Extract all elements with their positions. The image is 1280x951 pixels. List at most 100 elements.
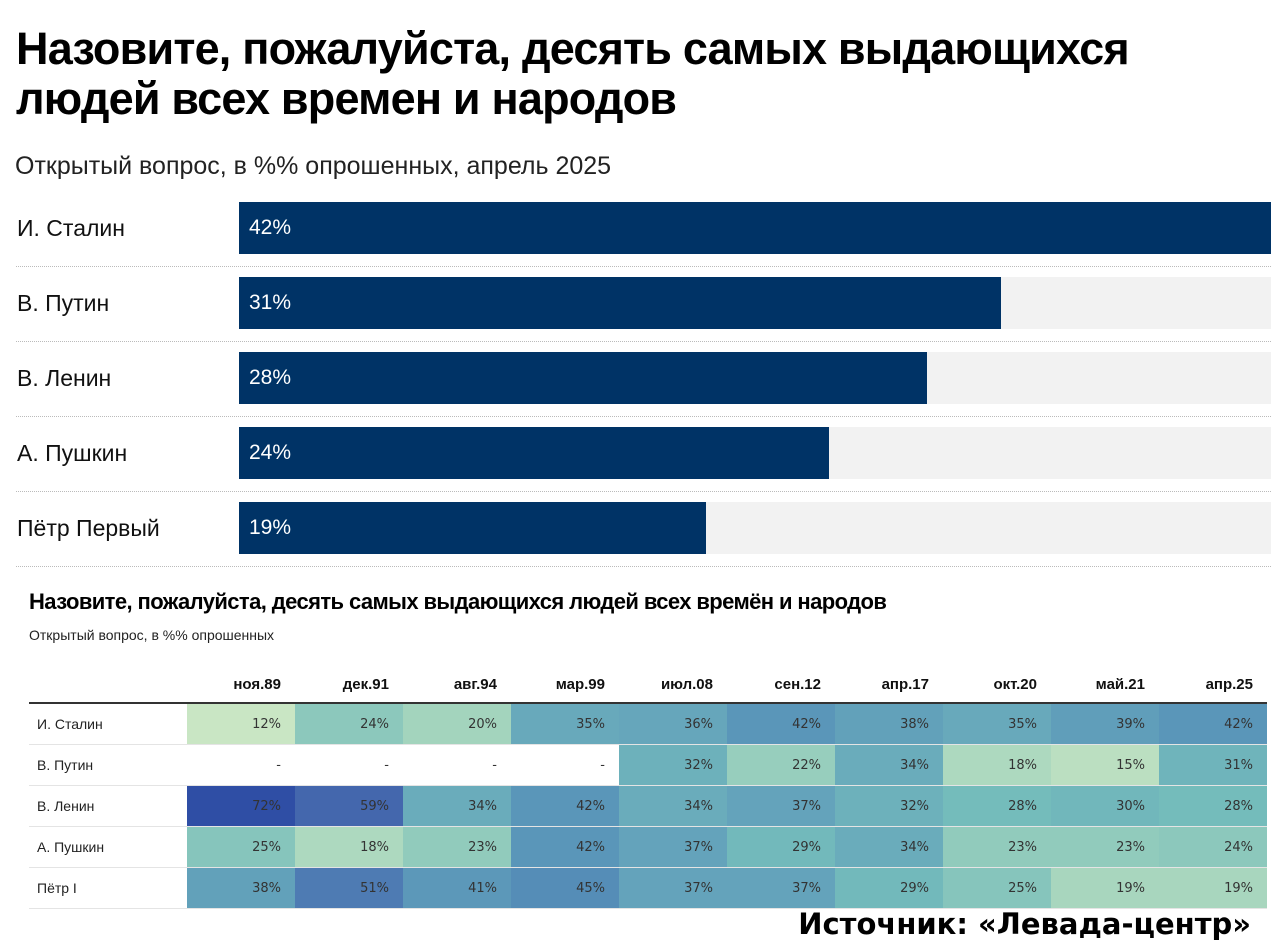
heatmap-cell: 42% bbox=[1159, 703, 1267, 745]
heatmap-row: Пётр I 38% 51% 41% 45% 37% 37% 29% 25% 19% 19% bbox=[29, 867, 1267, 909]
bar: 42% bbox=[239, 202, 1271, 254]
heatmap-cell: 37% bbox=[619, 867, 727, 909]
heatmap-cell: 37% bbox=[619, 826, 727, 868]
bar-value-label: 28% bbox=[249, 366, 292, 389]
heatmap-cell: 28% bbox=[943, 785, 1051, 827]
bar-value-label: 19% bbox=[249, 516, 292, 539]
heatmap-cell: - bbox=[187, 744, 295, 786]
bar: 28% bbox=[239, 352, 927, 404]
heatmap-cell: 22% bbox=[727, 744, 835, 786]
heatmap-cell: 19% bbox=[1159, 867, 1267, 909]
heatmap-cell: 59% bbox=[295, 785, 403, 827]
heatmap-cell: 28% bbox=[1159, 785, 1267, 827]
heatmap-row: И. Сталин 12% 24% 20% 35% 36% 42% 38% 35% 39% 42% bbox=[29, 703, 1267, 745]
heatmap-cell: 41% bbox=[403, 867, 511, 909]
bar-category-label: А. Пушкин bbox=[17, 440, 128, 466]
heatmap-cell: 18% bbox=[295, 826, 403, 868]
heatmap-cell: 36% bbox=[619, 703, 727, 745]
heatmap-cell: 34% bbox=[403, 785, 511, 827]
chart-title: Назовите, пожалуйста, десять самых выдаю… bbox=[16, 23, 1130, 124]
heatmap-row-label: В. Путин bbox=[29, 744, 187, 786]
heatmap-column-header: авг.94 bbox=[403, 666, 511, 704]
heatmap-cell: 45% bbox=[511, 867, 619, 909]
heatmap-header-row: ноя.89 дек.91 авг.94 мар.99 июл.08 сен.12 апр.… bbox=[29, 666, 1267, 704]
chart-subtitle: Открытый вопрос, в %% опрошенных, апрель… bbox=[15, 152, 612, 180]
heatmap-column-header: май.21 bbox=[1051, 666, 1159, 704]
heatmap-cell: 24% bbox=[1159, 826, 1267, 868]
heatmap-column-header: дек.91 bbox=[295, 666, 403, 704]
heatmap-column-header: ноя.89 bbox=[187, 666, 295, 704]
heatmap-cell: 39% bbox=[1051, 703, 1159, 745]
heatmap-cell: 29% bbox=[835, 867, 943, 909]
bar: 24% bbox=[239, 427, 829, 479]
heatmap-column-header: сен.12 bbox=[727, 666, 835, 704]
heatmap-cell: 30% bbox=[1051, 785, 1159, 827]
heatmap-cell: 24% bbox=[295, 703, 403, 745]
heatmap-cell: 15% bbox=[1051, 744, 1159, 786]
bar-track: 42% bbox=[239, 202, 1271, 254]
bar-row: И. Сталин 42% bbox=[16, 192, 1271, 267]
heatmap-cell: 32% bbox=[835, 785, 943, 827]
heatmap-row-label: В. Ленин bbox=[29, 785, 187, 827]
heatmap-body: И. Сталин 12% 24% 20% 35% 36% 42% 38% 35% 39% 42% В… bbox=[29, 703, 1267, 909]
bar: 19% bbox=[239, 502, 706, 554]
heatmap-column-header: апр.17 bbox=[835, 666, 943, 704]
bar-row: В. Путин 31% bbox=[16, 267, 1271, 342]
heatmap-cell: 34% bbox=[835, 744, 943, 786]
heatmap-cell: 31% bbox=[1159, 744, 1267, 786]
bar-category-label: Пётр Первый bbox=[17, 515, 160, 541]
heatmap-cell: 19% bbox=[1051, 867, 1159, 909]
heatmap-cell: 23% bbox=[403, 826, 511, 868]
heatmap-subtitle: Открытый вопрос, в %% опрошенных bbox=[29, 627, 275, 643]
heatmap-cell: 37% bbox=[727, 867, 835, 909]
heatmap-row-label: И. Сталин bbox=[29, 703, 187, 745]
heatmap-cell: 42% bbox=[511, 785, 619, 827]
heatmap-cell: 25% bbox=[187, 826, 295, 868]
heatmap-row: В. Ленин 72% 59% 34% 42% 34% 37% 32% 28% 30% 28% bbox=[29, 785, 1267, 827]
heatmap-cell: 51% bbox=[295, 867, 403, 909]
bar-category-label: И. Сталин bbox=[17, 215, 125, 241]
heatmap-cell: 25% bbox=[943, 867, 1051, 909]
source-note: Источник: «Левада-центр» bbox=[798, 907, 1251, 941]
heatmap-row: В. Путин - - - -32% 22% 34% 18% 15% 31% bbox=[29, 744, 1267, 786]
heatmap-corner bbox=[29, 666, 187, 704]
heatmap-cell: 35% bbox=[943, 703, 1051, 745]
heatmap-cell: 34% bbox=[835, 826, 943, 868]
heatmap-cell: 38% bbox=[835, 703, 943, 745]
heatmap-cell: 20% bbox=[403, 703, 511, 745]
heatmap-cell: 23% bbox=[1051, 826, 1159, 868]
heatmap-cell: 35% bbox=[511, 703, 619, 745]
bar-track: 19% bbox=[239, 502, 1271, 554]
heatmap-title: Назовите, пожалуйста, десять самых выдаю… bbox=[29, 589, 887, 614]
heatmap-cell: 29% bbox=[727, 826, 835, 868]
heatmap-cell: 42% bbox=[727, 703, 835, 745]
bar-value-label: 42% bbox=[249, 216, 292, 239]
heatmap-cell: 37% bbox=[727, 785, 835, 827]
heatmap-column-header: окт.20 bbox=[943, 666, 1051, 704]
heatmap-column-header: июл.08 bbox=[619, 666, 727, 704]
heatmap-cell: - bbox=[511, 744, 619, 786]
heatmap-column-header: мар.99 bbox=[511, 666, 619, 704]
bar-row: Пётр Первый 19% bbox=[16, 492, 1271, 567]
heatmap-cell: 12% bbox=[187, 703, 295, 745]
heatmap-cell: 23% bbox=[943, 826, 1051, 868]
heatmap-cell: 72% bbox=[187, 785, 295, 827]
heatmap-column-header: апр.25 bbox=[1159, 666, 1267, 704]
bar-track: 24% bbox=[239, 427, 1271, 479]
heatmap-cell: 18% bbox=[943, 744, 1051, 786]
bar-category-label: В. Ленин bbox=[17, 365, 112, 391]
bar-row: А. Пушкин 24% bbox=[16, 417, 1271, 492]
heatmap-row-label: Пётр I bbox=[29, 867, 187, 909]
bar-value-label: 24% bbox=[249, 441, 292, 464]
bar-chart: И. Сталин 42% В. Путин 31% В. Ленин 28% А. Пуш… bbox=[16, 192, 1271, 567]
bar-track: 31% bbox=[239, 277, 1271, 329]
bar-value-label: 31% bbox=[249, 291, 292, 314]
bar-track: 28% bbox=[239, 352, 1271, 404]
bar: 31% bbox=[239, 277, 1001, 329]
heatmap-cell: 42% bbox=[511, 826, 619, 868]
heatmap-cell: - bbox=[403, 744, 511, 786]
bar-row: В. Ленин 28% bbox=[16, 342, 1271, 417]
heatmap-cell: 32% bbox=[619, 744, 727, 786]
bar-category-label: В. Путин bbox=[17, 290, 110, 316]
heatmap-cell: 34% bbox=[619, 785, 727, 827]
